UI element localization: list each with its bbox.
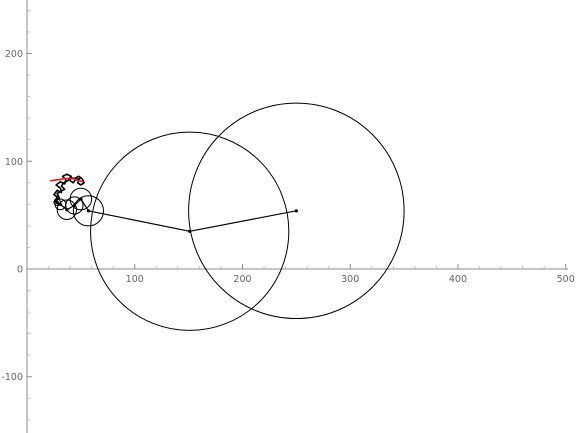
pivot-point (86, 209, 91, 213)
y-tick-label: 0 (17, 265, 23, 276)
trace-head-line (49, 177, 84, 183)
pivot-point (58, 202, 62, 206)
x-tick-label: 500 (557, 274, 575, 285)
x-tick-label: 300 (341, 274, 359, 285)
arm-polyline (56, 198, 297, 232)
drawn-trace (49, 173, 85, 206)
epicycle-circle (72, 195, 104, 227)
pivot-point (65, 208, 69, 212)
x-tick-label: 100 (126, 274, 144, 285)
x-tick-label: 200 (233, 274, 251, 285)
y-tick-label: -100 (1, 372, 23, 383)
epicycle-circles (53, 102, 405, 331)
epicycle-circle (90, 131, 290, 331)
pivot-point (72, 203, 77, 208)
epicycle-circle (56, 199, 78, 220)
x-tick-label: 400 (449, 274, 467, 285)
pivot-point (188, 229, 192, 233)
pivot-point (294, 209, 298, 213)
y-tick-label: 100 (5, 157, 23, 168)
epicycle-circle (69, 187, 93, 211)
pivot-point (79, 197, 83, 201)
y-tick-label: 200 (5, 49, 23, 60)
trace-line (53, 173, 85, 206)
epicycle-circle (188, 102, 405, 320)
